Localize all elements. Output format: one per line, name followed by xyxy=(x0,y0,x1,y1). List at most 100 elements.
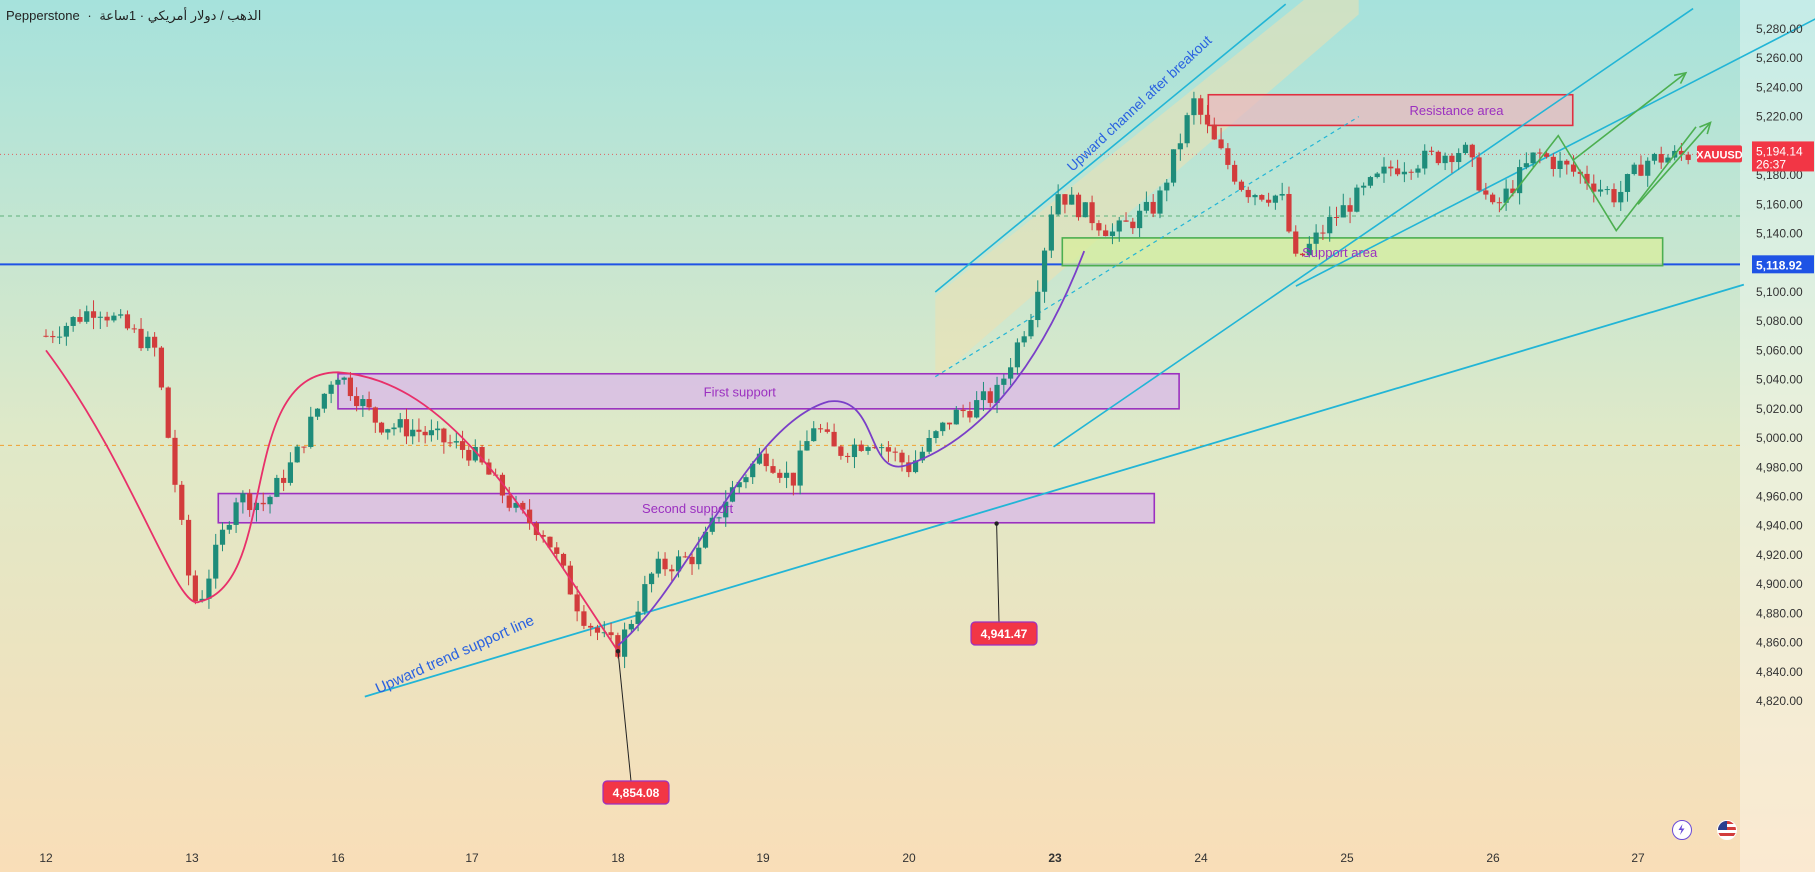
candle[interactable] xyxy=(960,404,966,418)
candle[interactable] xyxy=(974,391,980,419)
candle[interactable] xyxy=(347,372,353,401)
candle[interactable] xyxy=(1333,206,1340,226)
candle[interactable] xyxy=(1069,187,1075,205)
candle[interactable] xyxy=(1503,179,1509,211)
candle[interactable] xyxy=(926,429,932,455)
candle[interactable] xyxy=(1490,192,1496,205)
candle[interactable] xyxy=(621,622,628,669)
candle[interactable] xyxy=(158,346,165,391)
candle[interactable] xyxy=(360,395,366,417)
candle[interactable] xyxy=(185,514,192,586)
candle[interactable] xyxy=(1293,225,1299,257)
candle[interactable] xyxy=(1428,146,1435,156)
candle[interactable] xyxy=(1584,165,1590,190)
candle[interactable] xyxy=(1456,148,1462,170)
candle[interactable] xyxy=(906,455,912,478)
purple-wave-curve[interactable] xyxy=(617,250,1086,647)
candle[interactable] xyxy=(1103,224,1109,237)
candle[interactable] xyxy=(1238,179,1245,192)
candle[interactable] xyxy=(1198,94,1204,125)
candle[interactable] xyxy=(1476,152,1482,192)
candle[interactable] xyxy=(1008,358,1014,386)
candle[interactable] xyxy=(1638,155,1644,177)
candle[interactable] xyxy=(824,422,830,434)
candle[interactable] xyxy=(435,421,441,440)
candle[interactable] xyxy=(1564,159,1570,175)
candle[interactable] xyxy=(1062,194,1068,214)
candle[interactable] xyxy=(1435,150,1441,166)
candle[interactable] xyxy=(104,311,110,327)
candle[interactable] xyxy=(1218,127,1224,150)
candle[interactable] xyxy=(1048,206,1054,258)
candle[interactable] xyxy=(1055,184,1061,216)
candle[interactable] xyxy=(1116,216,1122,242)
candle[interactable] xyxy=(709,513,715,535)
candle[interactable] xyxy=(403,408,410,445)
candle[interactable] xyxy=(294,444,300,463)
candle[interactable] xyxy=(716,516,722,522)
candle[interactable] xyxy=(131,324,137,333)
candle[interactable] xyxy=(790,472,796,496)
candle[interactable] xyxy=(341,376,347,385)
candle[interactable] xyxy=(689,552,695,575)
candle[interactable] xyxy=(453,431,459,449)
candle[interactable] xyxy=(1028,313,1034,340)
candle[interactable] xyxy=(662,552,668,576)
candle[interactable] xyxy=(980,381,987,411)
candle[interactable] xyxy=(1265,192,1272,207)
candle[interactable] xyxy=(77,309,83,324)
candle[interactable] xyxy=(145,331,151,351)
candle[interactable] xyxy=(56,326,63,345)
candle[interactable] xyxy=(165,386,171,439)
low-price-label-box[interactable] xyxy=(602,780,670,805)
candle[interactable] xyxy=(378,421,385,435)
candle[interactable] xyxy=(682,551,688,558)
candle[interactable] xyxy=(1299,252,1306,257)
candle[interactable] xyxy=(1523,152,1529,170)
candle[interactable] xyxy=(554,542,560,561)
candle[interactable] xyxy=(838,444,844,460)
candle[interactable] xyxy=(1517,159,1523,205)
candle[interactable] xyxy=(219,522,226,552)
candle[interactable] xyxy=(1361,182,1367,196)
candle[interactable] xyxy=(499,472,506,504)
candle[interactable] xyxy=(1469,143,1475,167)
candle[interactable] xyxy=(172,429,178,493)
green-zigzag-line[interactable] xyxy=(1499,126,1697,233)
candle[interactable] xyxy=(1123,212,1129,222)
candle[interactable] xyxy=(1184,112,1190,148)
candle[interactable] xyxy=(240,490,246,514)
candle[interactable] xyxy=(1685,151,1691,165)
candle[interactable] xyxy=(1530,152,1536,168)
candle[interactable] xyxy=(1658,146,1664,169)
candle[interactable] xyxy=(247,489,253,517)
candle[interactable] xyxy=(1483,182,1489,200)
candle[interactable] xyxy=(1164,178,1170,202)
candle[interactable] xyxy=(1340,193,1346,218)
candle[interactable] xyxy=(763,447,769,472)
candle[interactable] xyxy=(1150,194,1156,218)
symbol-tag[interactable] xyxy=(1697,145,1742,163)
candle[interactable] xyxy=(526,499,533,530)
candle[interactable] xyxy=(1327,206,1333,242)
candle[interactable] xyxy=(1367,175,1374,189)
candle[interactable] xyxy=(669,564,675,581)
candle[interactable] xyxy=(797,440,803,495)
candle[interactable] xyxy=(642,575,648,615)
candle[interactable] xyxy=(213,533,219,589)
candle[interactable] xyxy=(1354,184,1360,213)
candle[interactable] xyxy=(899,449,905,472)
candle[interactable] xyxy=(226,521,232,534)
candle[interactable] xyxy=(933,429,939,444)
candle[interactable] xyxy=(1604,186,1610,195)
candle[interactable] xyxy=(1408,169,1414,180)
candle[interactable] xyxy=(1381,157,1387,183)
candle[interactable] xyxy=(1347,197,1353,224)
candle[interactable] xyxy=(845,452,851,463)
candle[interactable] xyxy=(513,495,519,513)
candle[interactable] xyxy=(366,391,372,411)
candle[interactable] xyxy=(1252,193,1258,206)
candle[interactable] xyxy=(111,312,117,323)
candle[interactable] xyxy=(354,387,360,412)
